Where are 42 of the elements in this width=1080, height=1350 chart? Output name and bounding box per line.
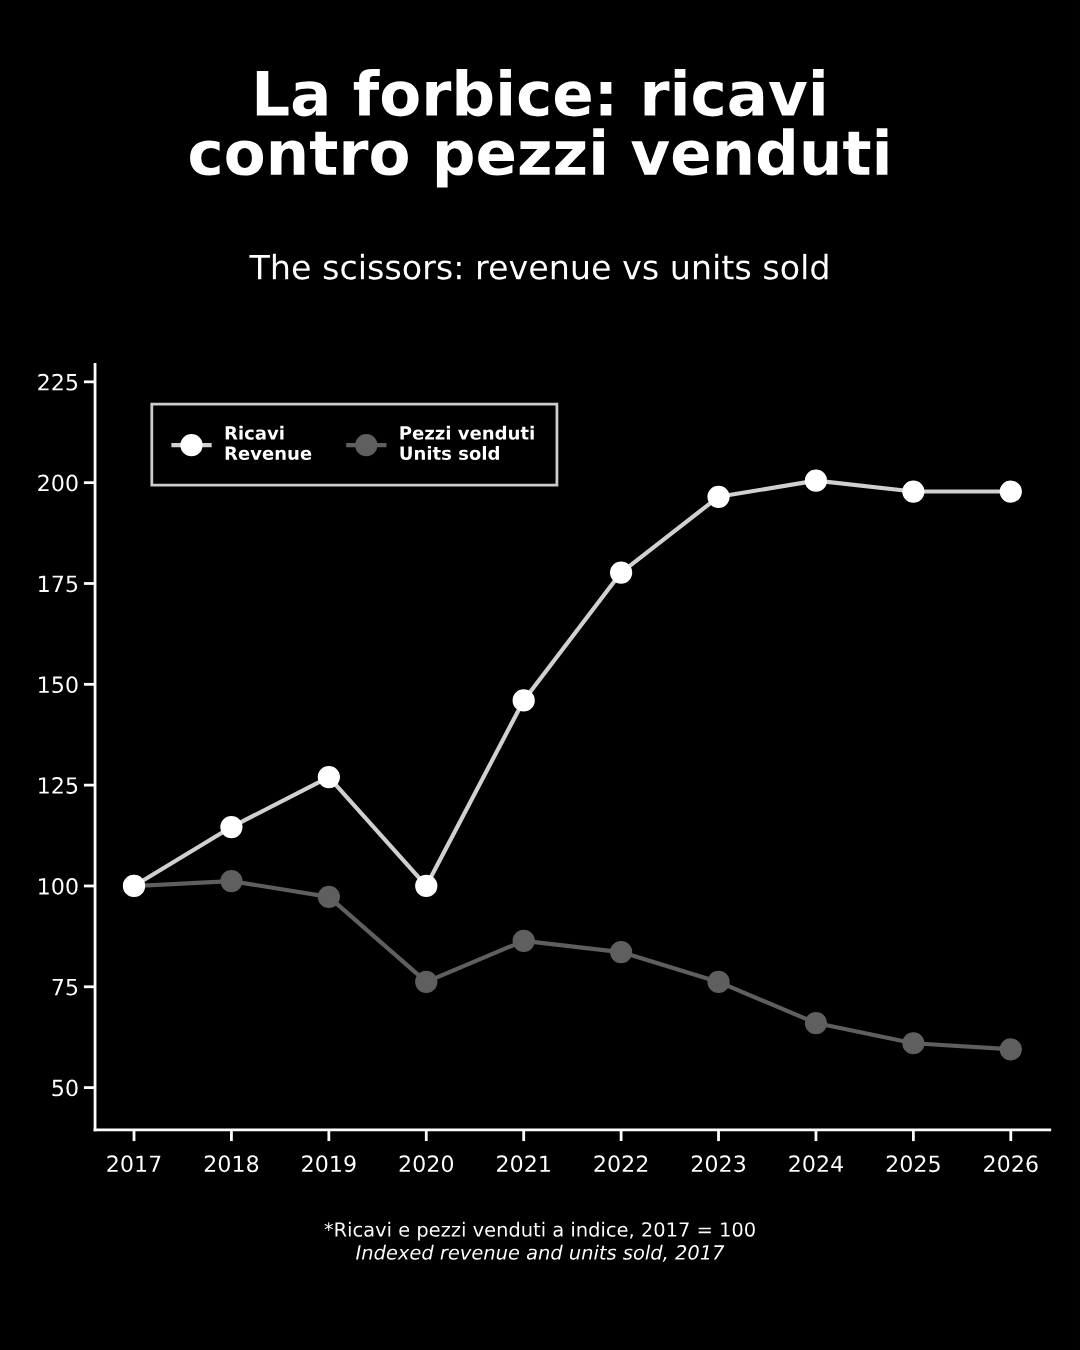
point: [707, 970, 730, 994]
point: [512, 929, 535, 952]
point: [317, 885, 340, 908]
x-tick-label: 2017: [107, 1155, 161, 1173]
text: Indexed revenue and units sold, 2017: [356, 1244, 725, 1262]
text: *Ricavi e pezzi venduti a indice, 2017 = 100: [324, 1221, 755, 1241]
x-tick-label: 2023: [691, 1155, 746, 1173]
point: [609, 561, 633, 584]
y-tick-label: 75: [52, 979, 78, 996]
y-tick-label: 225: [38, 373, 78, 391]
y-tick-label: 150: [39, 676, 78, 694]
x-tick-label: 2024: [789, 1155, 843, 1173]
x-tick-label: 2025: [886, 1155, 940, 1173]
x-tick-label: 2021: [497, 1155, 550, 1173]
point: [415, 970, 438, 994]
chart-subtitle: The scissors: revenue vs units sold: [249, 253, 828, 280]
point: [804, 469, 828, 492]
x-tick-label: 2020: [399, 1155, 454, 1173]
point: [999, 1038, 1022, 1061]
point: [220, 815, 243, 839]
point: [902, 480, 925, 503]
x-tick-label: 2018: [204, 1155, 259, 1173]
point: [609, 940, 633, 964]
point: [999, 480, 1022, 503]
y-tick-label: 100: [39, 877, 78, 895]
legend-label: Ricavi Revenue: [225, 425, 312, 461]
point: [707, 485, 730, 508]
point: [804, 1011, 828, 1035]
legend-label: Pezzi venduti Units sold: [400, 425, 534, 461]
y-tick-label: 175: [39, 575, 78, 593]
x-tick-label: 2022: [594, 1155, 648, 1173]
point: [415, 874, 438, 898]
x-tick-label: 2026: [984, 1155, 1038, 1173]
y-tick-label: 125: [39, 777, 78, 794]
x-tick-label: 2019: [302, 1155, 356, 1173]
y-tick-label: 50: [52, 1079, 78, 1097]
y-tick-label: 200: [38, 474, 78, 492]
point: [902, 1032, 925, 1055]
point: [512, 689, 535, 712]
point: [317, 765, 340, 789]
point: [220, 870, 243, 893]
chart-title: La forbice: ricavi contro pezzi venduti: [190, 69, 888, 188]
